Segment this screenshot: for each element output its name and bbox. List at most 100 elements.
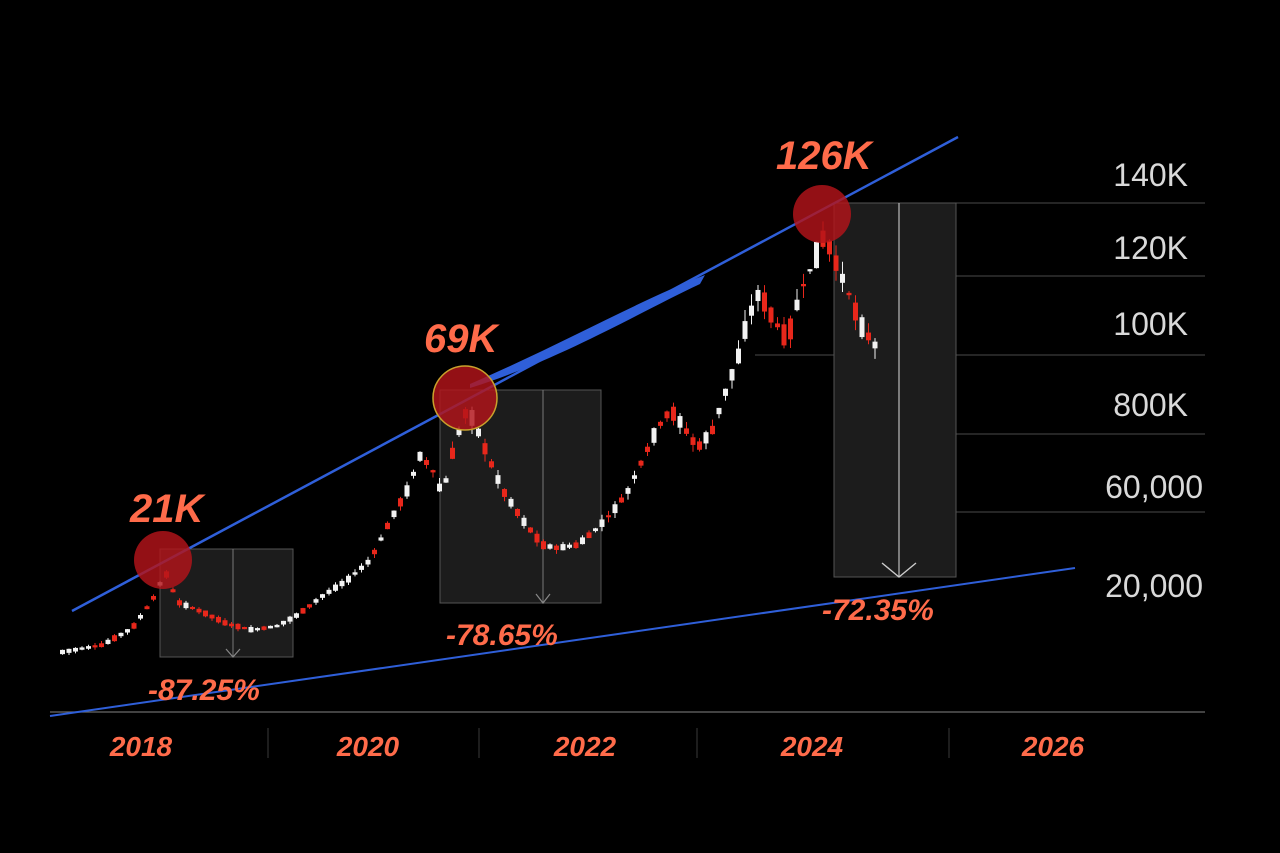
y-tick-label: 20,000 [1105, 568, 1203, 604]
candle-bull [580, 537, 585, 545]
candle-bull [105, 639, 111, 644]
candle-bear [515, 508, 520, 517]
grid-lines [755, 202, 1205, 513]
candle-bear [833, 255, 839, 271]
candle-bull [404, 485, 410, 497]
x-tick-label: 2018 [109, 731, 173, 762]
candle-bull [79, 647, 85, 650]
candle-bull [125, 629, 130, 633]
candle-bull [625, 488, 631, 494]
candle-bear [385, 522, 390, 530]
candle-bear [846, 292, 852, 296]
candle-bear [261, 626, 267, 630]
candle-bull [677, 416, 683, 428]
candle-bear [203, 610, 208, 617]
lower-trend-line [49, 567, 1076, 717]
candle-bull [411, 471, 416, 476]
candle-bull [794, 299, 800, 311]
candle-bull [599, 519, 605, 527]
candle-bull [339, 580, 345, 587]
candle-bear [177, 600, 182, 606]
candle-bear [762, 292, 767, 312]
candle-bear [768, 307, 774, 323]
candle-bull [320, 594, 325, 598]
candle-bear [424, 460, 429, 465]
candle-bull [872, 341, 878, 349]
upper-trend-band [470, 275, 705, 388]
candle-bear [92, 645, 98, 648]
candle-bear [710, 425, 715, 435]
candle-bear [697, 441, 702, 450]
candle-bear [781, 324, 787, 346]
candles [60, 221, 878, 655]
candle-bear [801, 283, 806, 287]
x-tick-label: 2022 [553, 731, 617, 762]
x-tick-label: 2024 [780, 731, 844, 762]
candle-bull [326, 589, 332, 594]
candle-bear [534, 533, 540, 543]
candle-bear [619, 497, 624, 503]
candle-bear [430, 470, 436, 473]
candle-bear [112, 635, 117, 642]
candle-bear [573, 542, 579, 549]
peak-label-126k: 126K [776, 134, 875, 178]
candle-bull [352, 572, 358, 575]
x-tick-label: 2020 [336, 731, 400, 762]
candle-bear [866, 332, 871, 341]
candle-bear [235, 623, 241, 630]
candle-bear [450, 447, 455, 459]
candle-bull [73, 647, 78, 652]
candle-bull [560, 544, 566, 551]
candle-bear [671, 406, 676, 421]
candle-bear [775, 323, 780, 328]
candle-bull [287, 616, 293, 622]
candle-bull [60, 649, 65, 655]
candle-bull [742, 321, 748, 339]
candle-bull [651, 428, 657, 443]
candle-bear [242, 627, 247, 630]
candle-bull [437, 483, 442, 492]
candle-bear [307, 604, 312, 608]
candle-bull [118, 632, 124, 637]
y-tick-label: 60,000 [1105, 469, 1203, 505]
candle-bear [229, 623, 234, 627]
candle-bull [547, 544, 553, 549]
peak-marker-126k [793, 185, 851, 243]
candle-bull [417, 451, 423, 461]
candle-bear [196, 608, 202, 613]
candle-bull [736, 348, 741, 364]
candle-bear [690, 437, 696, 445]
drawdown-label-1: -87.25% [148, 674, 260, 707]
candle-bear [170, 589, 176, 593]
candle-bear [398, 498, 403, 507]
peak-marker-69k [432, 365, 498, 431]
candle-bull [508, 498, 514, 507]
candle-bull [313, 599, 319, 603]
candle-bull [593, 528, 598, 532]
candle-bear [99, 643, 104, 648]
down-arrow-icon [225, 648, 241, 658]
candle-bull [255, 628, 260, 631]
drawdown-box-3 [833, 202, 957, 578]
candle-bear [827, 240, 832, 255]
candle-bull [346, 575, 351, 583]
candle-bull [703, 432, 709, 444]
candle-bull [281, 620, 286, 625]
candle-bull [521, 517, 527, 526]
candle-bull [248, 626, 254, 633]
candle-bear [482, 443, 488, 455]
candle-bear [606, 515, 611, 518]
candle-bear [151, 596, 156, 600]
candle-bear [502, 489, 507, 497]
candle-bear [190, 606, 195, 610]
candle-bull [391, 510, 397, 518]
candle-bull [268, 625, 273, 629]
y-tick-label: 100K [1113, 306, 1188, 342]
drawdown-label-2: -78.65% [446, 619, 558, 652]
candle-bull [365, 559, 371, 565]
y-tick-label: 120K [1113, 230, 1188, 266]
candle-bull [755, 289, 761, 302]
candle-bull [359, 565, 364, 570]
y-tick-label: 800K [1113, 387, 1188, 423]
